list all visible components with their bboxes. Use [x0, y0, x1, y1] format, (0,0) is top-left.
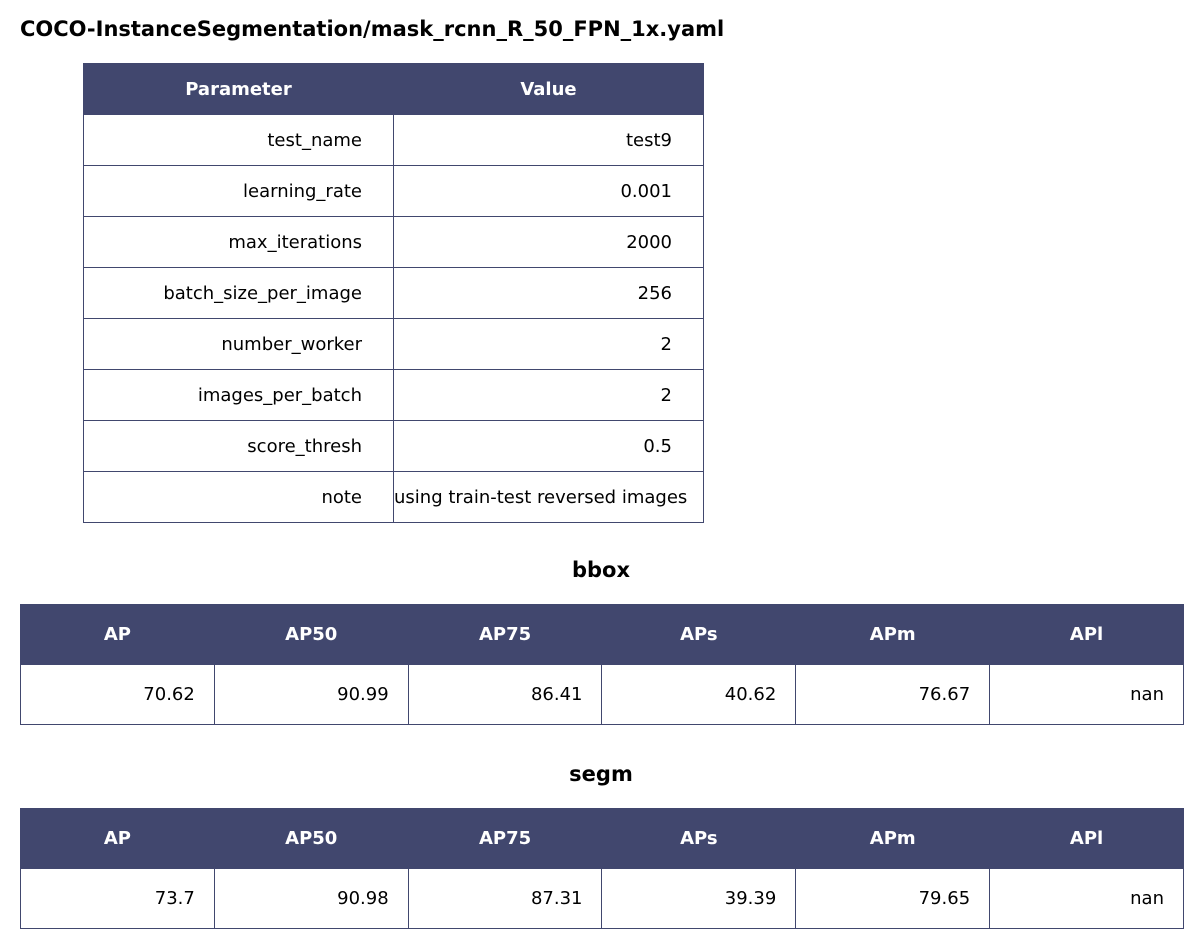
table-row: 73.7 90.98 87.31 39.39 79.65 nan [20, 868, 1184, 929]
metric-value-cell: 39.39 [601, 868, 797, 929]
metric-value-cell: 73.7 [20, 868, 215, 929]
column-header: Parameter [83, 63, 394, 115]
bbox-metrics-table: AP AP50 AP75 APs APm APl 70.62 90.99 86.… [20, 604, 1184, 725]
parameter-name-cell: max_iterations [83, 216, 394, 268]
segm-metrics-table: AP AP50 AP75 APs APm APl 73.7 90.98 87.3… [20, 808, 1184, 929]
table-header-row: Parameter Value [83, 63, 704, 115]
parameter-value-cell: 2 [393, 369, 704, 421]
page-title: COCO-InstanceSegmentation/mask_rcnn_R_50… [20, 17, 725, 41]
metric-value-cell: 90.98 [213, 868, 409, 929]
parameter-name-cell: note [83, 471, 394, 523]
metric-value-cell: 76.67 [795, 664, 991, 725]
table-row: batch_size_per_image 256 [83, 267, 704, 319]
table-row: images_per_batch 2 [83, 369, 704, 421]
parameter-name-cell: batch_size_per_image [83, 267, 394, 319]
bbox-section-title: bbox [571, 558, 631, 582]
parameter-name-cell: score_thresh [83, 420, 394, 472]
metric-value-cell: 90.99 [213, 664, 409, 725]
metric-value-cell: 70.62 [20, 664, 215, 725]
column-header: APm [795, 808, 991, 869]
column-header: AP [20, 604, 215, 665]
column-header: AP50 [213, 808, 409, 869]
segm-section-title: segm [569, 762, 633, 786]
parameter-value-cell: 2000 [393, 216, 704, 268]
column-header: AP75 [407, 808, 603, 869]
column-header: APs [601, 808, 797, 869]
metric-value-cell: 79.65 [795, 868, 991, 929]
column-header: AP50 [213, 604, 409, 665]
metric-value-cell: nan [989, 868, 1184, 929]
parameter-value-cell: 2 [393, 318, 704, 370]
parameter-name-cell: images_per_batch [83, 369, 394, 421]
column-header: APl [989, 604, 1184, 665]
column-header: AP [20, 808, 215, 869]
column-header: APs [601, 604, 797, 665]
table-header-row: AP AP50 AP75 APs APm APl [20, 808, 1184, 869]
parameter-name-cell: number_worker [83, 318, 394, 370]
parameter-value-cell: 0.5 [393, 420, 704, 472]
column-header: APl [989, 808, 1184, 869]
parameter-value-cell: test9 [393, 114, 704, 166]
table-row: note using train-test reversed images [83, 471, 704, 523]
parameter-name-cell: test_name [83, 114, 394, 166]
parameter-value-cell: 256 [393, 267, 704, 319]
table-row: 70.62 90.99 86.41 40.62 76.67 nan [20, 664, 1184, 725]
metric-value-cell: 87.31 [407, 868, 603, 929]
column-header: AP75 [407, 604, 603, 665]
table-row: number_worker 2 [83, 318, 704, 370]
table-row: max_iterations 2000 [83, 216, 704, 268]
metric-value-cell: nan [989, 664, 1184, 725]
parameter-name-cell: learning_rate [83, 165, 394, 217]
parameter-value-cell: using train-test reversed images [393, 471, 704, 523]
parameter-value-cell: 0.001 [393, 165, 704, 217]
metric-value-cell: 86.41 [407, 664, 603, 725]
table-row: learning_rate 0.001 [83, 165, 704, 217]
column-header: APm [795, 604, 991, 665]
table-header-row: AP AP50 AP75 APs APm APl [20, 604, 1184, 665]
table-row: score_thresh 0.5 [83, 420, 704, 472]
column-header: Value [393, 63, 704, 115]
parameters-table: Parameter Value test_name test9 learning… [83, 63, 704, 523]
metric-value-cell: 40.62 [601, 664, 797, 725]
table-row: test_name test9 [83, 114, 704, 166]
